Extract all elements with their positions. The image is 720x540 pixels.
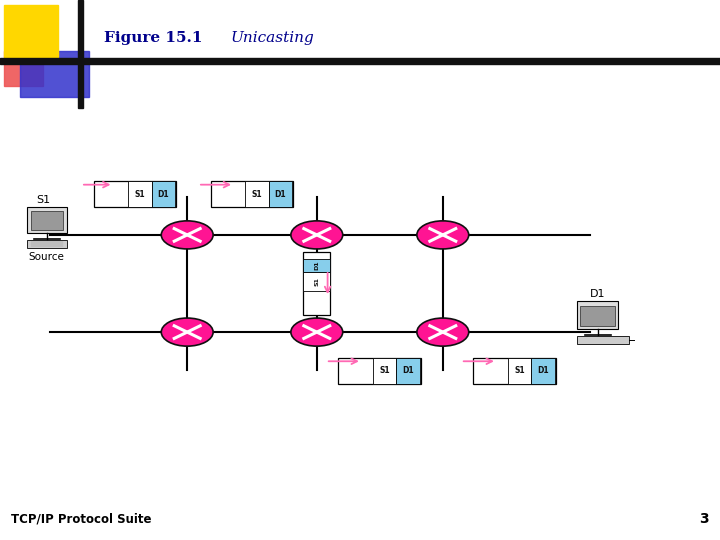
Bar [152, 181, 175, 207]
Text: S1: S1 [515, 367, 525, 375]
Bar [30, 211, 63, 230]
Text: S1: S1 [135, 190, 145, 199]
Text: Figure 15.1: Figure 15.1 [104, 31, 203, 45]
Ellipse shape [291, 221, 343, 249]
Ellipse shape [291, 318, 343, 346]
Bar [303, 272, 330, 291]
Text: TCP/IP Protocol Suite: TCP/IP Protocol Suite [11, 513, 151, 526]
Bar [303, 259, 330, 272]
Bar [78, 0, 83, 108]
Ellipse shape [417, 318, 469, 346]
Text: S1: S1 [379, 367, 390, 375]
Bar [269, 181, 292, 207]
Ellipse shape [161, 318, 213, 346]
Bar [396, 358, 420, 384]
Text: D1: D1 [590, 288, 606, 299]
Text: Source: Source [29, 252, 65, 262]
Bar [4, 5, 58, 57]
Bar [210, 181, 294, 207]
Bar [27, 207, 66, 233]
Text: D1: D1 [315, 261, 319, 271]
Bar [27, 240, 66, 248]
Ellipse shape [417, 221, 469, 249]
Bar [577, 301, 618, 329]
Text: D1: D1 [402, 367, 414, 375]
Text: D1: D1 [158, 190, 169, 199]
Bar [577, 336, 629, 344]
Text: Unicasting: Unicasting [230, 31, 314, 45]
Text: 3: 3 [700, 512, 709, 526]
Bar [0, 58, 720, 64]
Text: D1: D1 [537, 367, 549, 375]
Bar [474, 358, 556, 384]
Bar [338, 358, 421, 384]
Text: S1: S1 [36, 195, 50, 205]
Bar [373, 358, 396, 384]
Bar [508, 358, 531, 384]
Bar [20, 51, 89, 97]
Text: S1: S1 [252, 190, 262, 199]
Ellipse shape [161, 221, 213, 249]
Bar [94, 181, 176, 207]
Bar [531, 358, 554, 384]
Bar [4, 51, 43, 86]
Text: D1: D1 [274, 190, 286, 199]
Bar [580, 306, 615, 326]
Bar [303, 253, 330, 314]
Bar [128, 181, 152, 207]
Bar [246, 181, 269, 207]
Text: S1: S1 [315, 277, 319, 286]
